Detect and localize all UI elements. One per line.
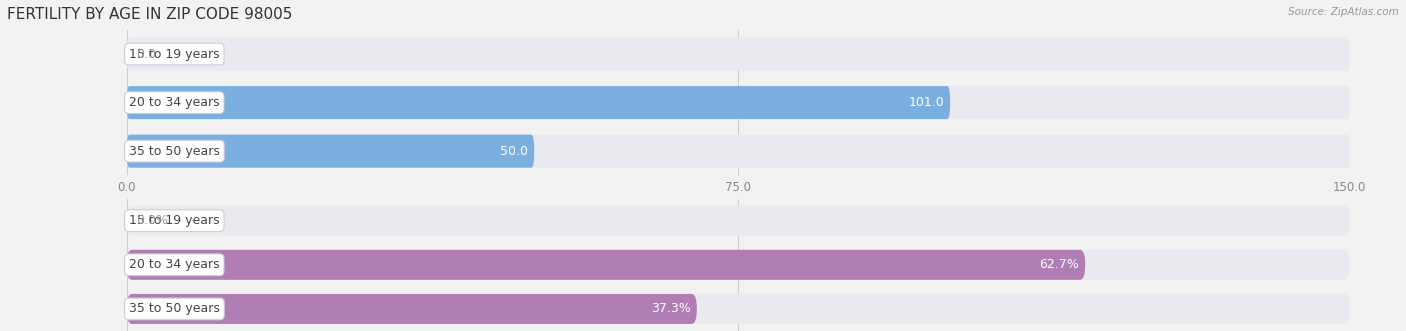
Text: 20 to 34 years: 20 to 34 years [129,258,219,271]
Text: 35 to 50 years: 35 to 50 years [129,303,219,315]
Text: 101.0: 101.0 [908,96,943,109]
FancyBboxPatch shape [127,37,1350,71]
FancyBboxPatch shape [127,250,1085,280]
Text: 0.0: 0.0 [136,48,156,61]
FancyBboxPatch shape [127,206,1350,236]
FancyBboxPatch shape [127,250,1350,280]
FancyBboxPatch shape [127,135,534,168]
Text: Source: ZipAtlas.com: Source: ZipAtlas.com [1288,7,1399,17]
Text: 20 to 34 years: 20 to 34 years [129,96,219,109]
Text: 50.0: 50.0 [501,145,529,158]
FancyBboxPatch shape [127,86,950,119]
Text: 35 to 50 years: 35 to 50 years [129,145,219,158]
Text: 15 to 19 years: 15 to 19 years [129,48,219,61]
Text: 62.7%: 62.7% [1039,258,1080,271]
Text: 0.0%: 0.0% [136,214,169,227]
Text: 37.3%: 37.3% [651,303,690,315]
Text: 15 to 19 years: 15 to 19 years [129,214,219,227]
FancyBboxPatch shape [127,294,697,324]
FancyBboxPatch shape [127,135,1350,168]
FancyBboxPatch shape [127,86,1350,119]
Text: FERTILITY BY AGE IN ZIP CODE 98005: FERTILITY BY AGE IN ZIP CODE 98005 [7,7,292,22]
FancyBboxPatch shape [127,294,1350,324]
